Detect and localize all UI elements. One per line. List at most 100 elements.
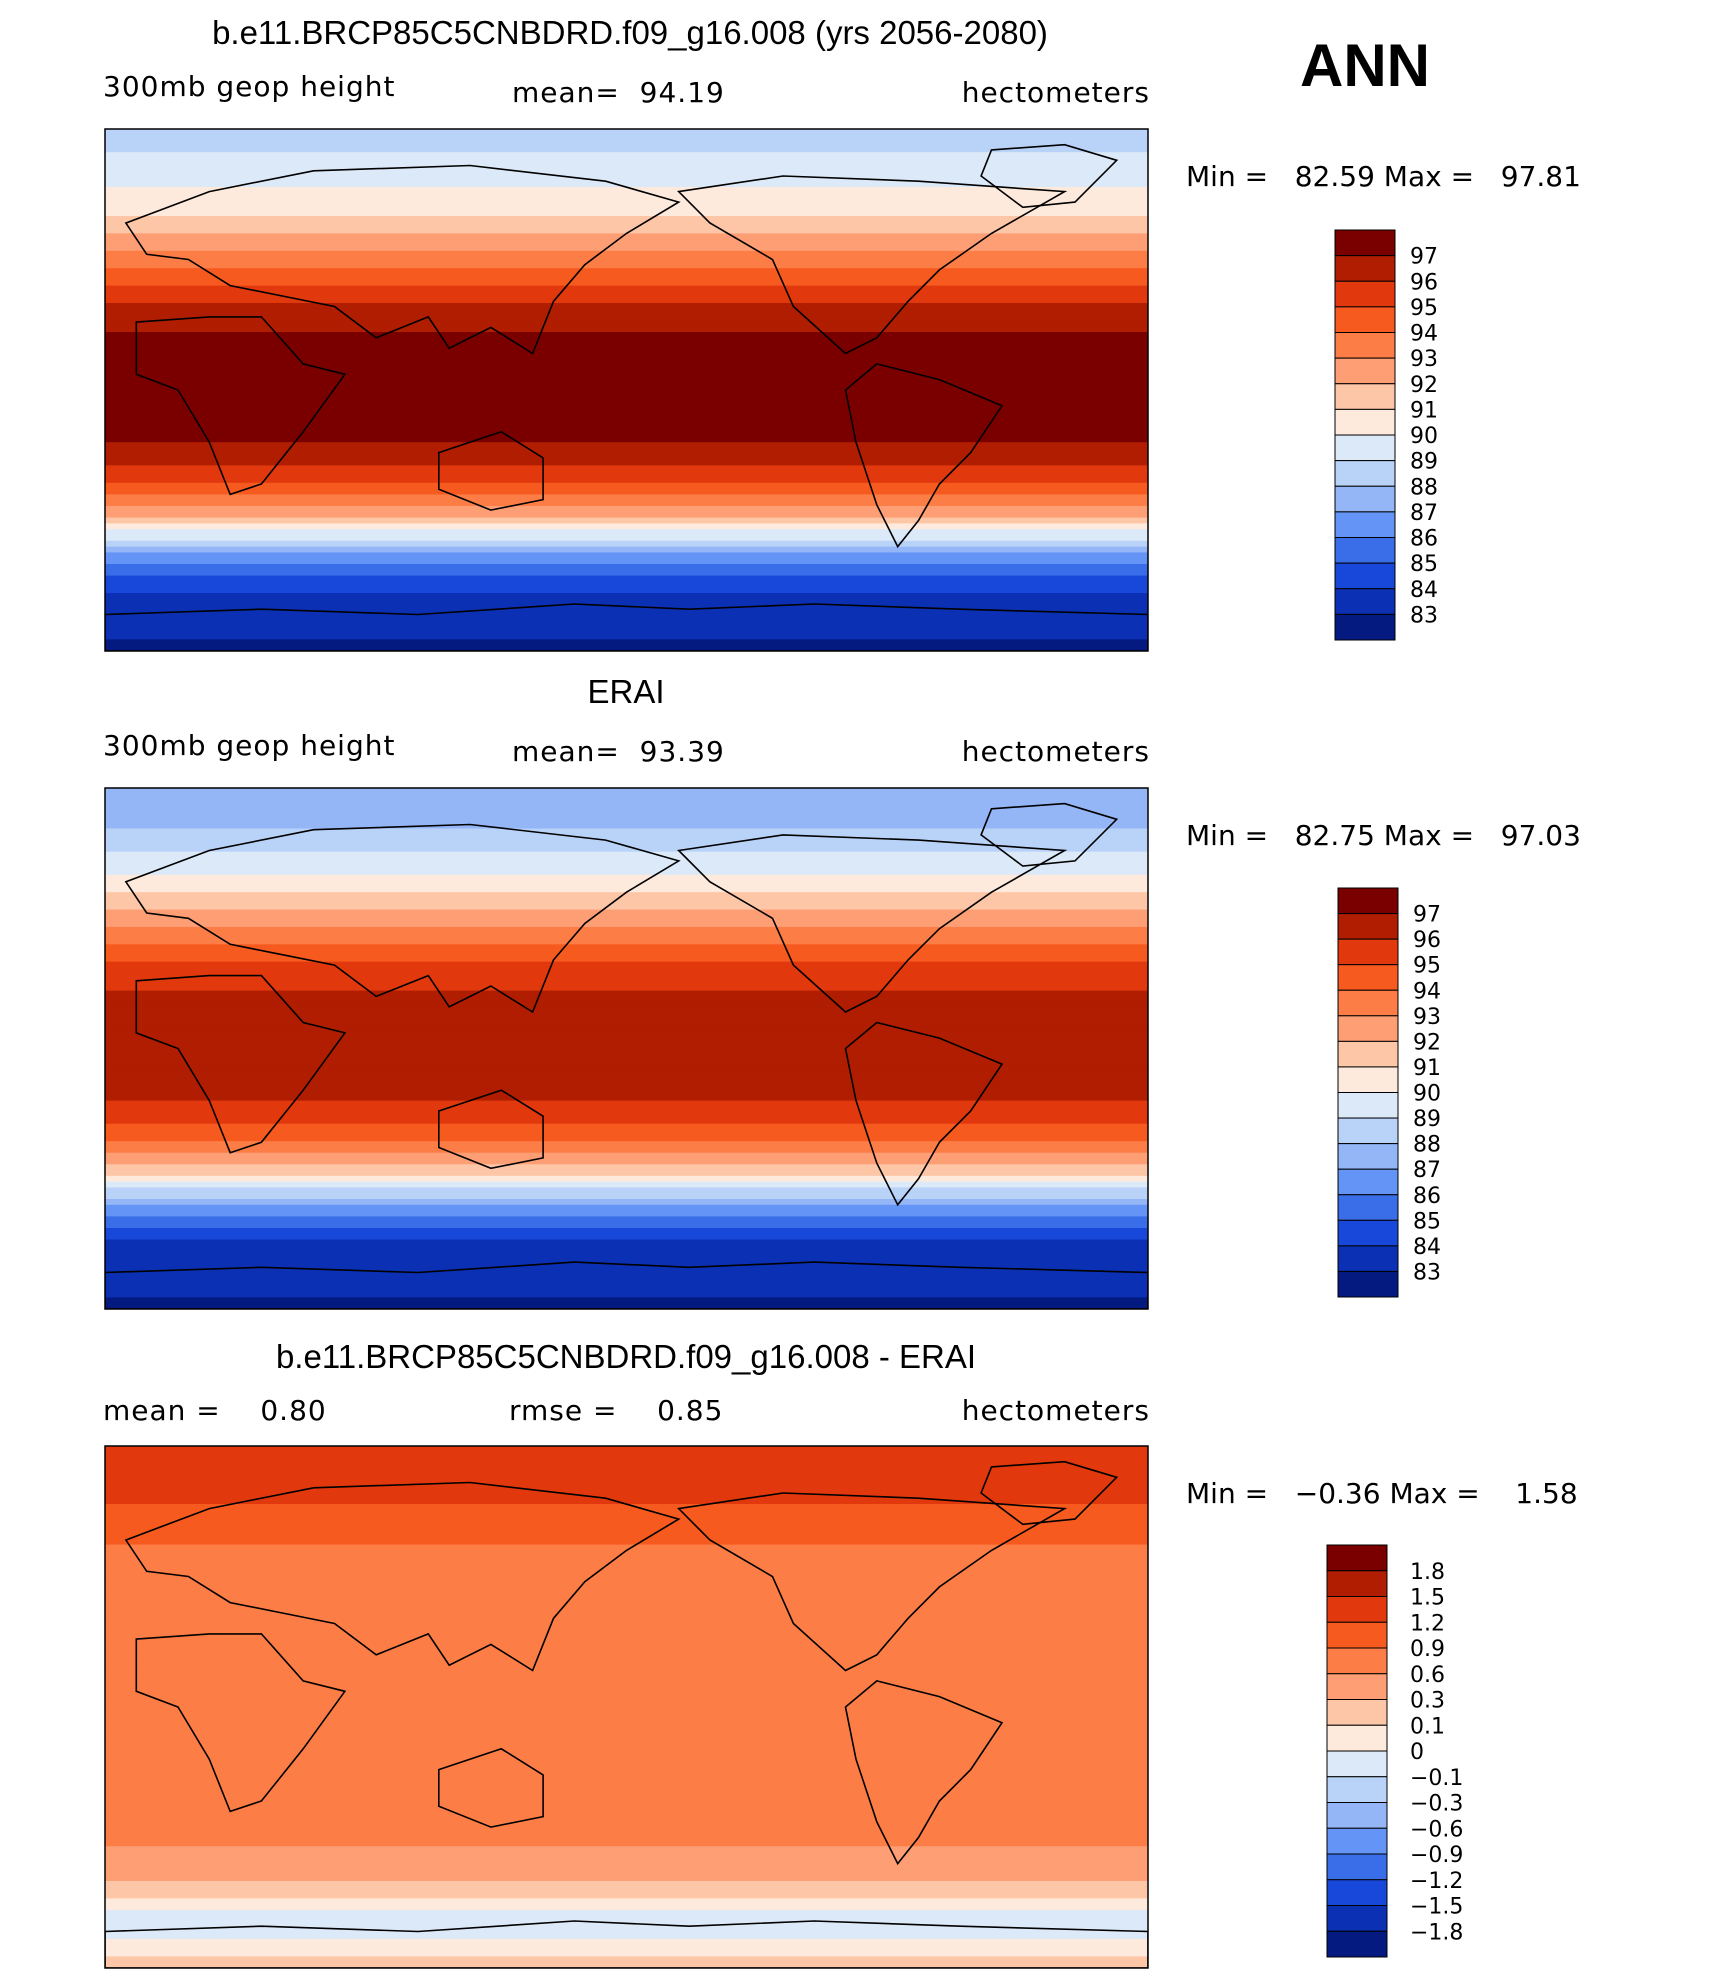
field-band bbox=[105, 616, 1148, 623]
field-band bbox=[105, 308, 1148, 316]
coastline bbox=[677, 1492, 1068, 1672]
field-band bbox=[105, 1915, 1148, 1923]
colorbar-box bbox=[1334, 408, 1396, 436]
field-band bbox=[105, 811, 1148, 818]
field-band bbox=[105, 633, 1148, 640]
field-band bbox=[105, 1683, 1148, 1691]
colorbar-box bbox=[1326, 1879, 1388, 1906]
colorbar-box bbox=[1326, 1776, 1388, 1803]
colorbar-label: 86 bbox=[1410, 527, 1438, 552]
panel-0-frame bbox=[104, 128, 1149, 652]
colorbar-box bbox=[1337, 1219, 1399, 1247]
field-band bbox=[105, 1666, 1148, 1673]
field-band bbox=[105, 1256, 1148, 1264]
field-band bbox=[105, 488, 1148, 495]
field-band bbox=[105, 909, 1148, 916]
field-band bbox=[105, 1463, 1148, 1470]
field-band bbox=[105, 1933, 1148, 1940]
colorbar-box bbox=[1337, 1168, 1399, 1196]
field-band bbox=[105, 598, 1148, 606]
field-band bbox=[105, 1303, 1148, 1309]
field-band bbox=[105, 1538, 1148, 1546]
field-band bbox=[105, 610, 1148, 617]
colorbar-label: 0.1 bbox=[1410, 1714, 1445, 1739]
field-band bbox=[105, 1828, 1148, 1836]
colorbar-label: 93 bbox=[1410, 347, 1438, 372]
field-band bbox=[105, 204, 1148, 211]
field-band bbox=[105, 1129, 1148, 1136]
field-band bbox=[105, 1274, 1148, 1281]
field-band bbox=[105, 1921, 1148, 1928]
field-band bbox=[105, 430, 1148, 437]
coastline bbox=[124, 823, 681, 1014]
colorbar-box bbox=[1337, 1040, 1399, 1068]
colorbar-box bbox=[1326, 1699, 1388, 1726]
field-band bbox=[105, 134, 1148, 142]
field-band bbox=[105, 1089, 1148, 1096]
field-band bbox=[105, 1251, 1148, 1258]
field-band bbox=[105, 1782, 1148, 1789]
field-band bbox=[105, 1799, 1148, 1807]
colorbar-label: 92 bbox=[1410, 373, 1438, 398]
colorbar-label: 97 bbox=[1413, 903, 1441, 928]
field-band bbox=[105, 1579, 1148, 1586]
field-band bbox=[105, 1498, 1148, 1505]
field-band bbox=[105, 1689, 1148, 1696]
field-band bbox=[105, 1672, 1148, 1679]
colorbar-box bbox=[1334, 357, 1396, 385]
field-band bbox=[105, 869, 1148, 876]
field-band bbox=[105, 366, 1148, 374]
field-band bbox=[105, 1048, 1148, 1055]
field-band bbox=[105, 169, 1148, 176]
colorbar-label: 95 bbox=[1410, 296, 1438, 321]
field-band bbox=[105, 1291, 1148, 1299]
coastline bbox=[980, 1460, 1119, 1526]
field-band bbox=[105, 1950, 1148, 1957]
colorbar-box bbox=[1337, 1066, 1399, 1093]
colorbar-label: 1.2 bbox=[1410, 1611, 1445, 1636]
field-band bbox=[105, 1678, 1148, 1685]
colorbar-label: 83 bbox=[1413, 1260, 1441, 1285]
field-band bbox=[105, 1268, 1148, 1275]
field-band bbox=[105, 1886, 1148, 1894]
field-band bbox=[105, 863, 1148, 870]
field-band bbox=[105, 604, 1148, 611]
panel-1-map bbox=[105, 788, 1148, 1309]
field-band bbox=[105, 1245, 1148, 1252]
field-band bbox=[105, 1222, 1148, 1229]
field-band bbox=[105, 163, 1148, 171]
panel-2-units: hectometers bbox=[962, 1394, 1150, 1427]
field-band bbox=[105, 1660, 1148, 1667]
field-band bbox=[105, 546, 1148, 553]
field-band bbox=[105, 1747, 1148, 1754]
colorbar-box bbox=[1337, 1117, 1399, 1145]
colorbar-box bbox=[1334, 485, 1396, 513]
field-band bbox=[105, 291, 1148, 298]
field-band bbox=[105, 1567, 1148, 1575]
field-band bbox=[105, 1533, 1148, 1540]
panel-2-map bbox=[105, 1446, 1148, 1968]
field-band bbox=[105, 788, 1148, 795]
field-band bbox=[105, 245, 1148, 252]
panel-2-frame bbox=[104, 1445, 1149, 1969]
panel-2-title: b.e11.BRCP85C5CNBDRD.f09_g16.008 - ERAI bbox=[276, 1338, 976, 1375]
field-band bbox=[105, 1770, 1148, 1778]
colorbar-box bbox=[1334, 229, 1396, 257]
field-band bbox=[105, 1614, 1148, 1621]
field-band bbox=[105, 401, 1148, 408]
field-band bbox=[105, 1025, 1148, 1032]
panel-1-field bbox=[105, 788, 1148, 1309]
field-band bbox=[105, 1013, 1148, 1021]
field-band bbox=[105, 1927, 1148, 1934]
field-band bbox=[105, 407, 1148, 414]
field-band bbox=[105, 355, 1148, 362]
panel-0-units: hectometers bbox=[962, 76, 1150, 109]
colorbar-box bbox=[1337, 938, 1399, 966]
colorbar-label: 89 bbox=[1413, 1107, 1441, 1132]
field-band bbox=[105, 262, 1148, 269]
field-band bbox=[105, 564, 1148, 571]
field-band bbox=[105, 1753, 1148, 1760]
field-band bbox=[105, 1840, 1148, 1847]
colorbar-box bbox=[1326, 1827, 1388, 1855]
colorbar-box bbox=[1326, 1930, 1388, 1958]
